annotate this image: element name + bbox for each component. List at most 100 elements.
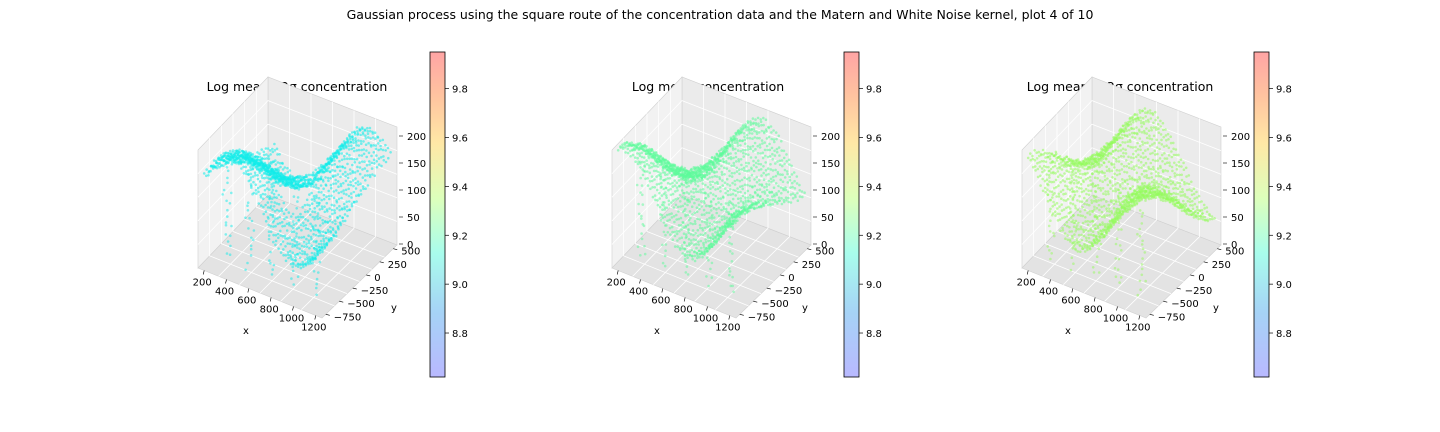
data-point bbox=[1056, 175, 1060, 178]
data-point bbox=[740, 178, 744, 182]
data-point bbox=[759, 199, 762, 202]
data-point bbox=[352, 146, 356, 150]
data-point bbox=[643, 161, 646, 164]
data-point bbox=[1047, 165, 1050, 169]
data-point bbox=[1149, 167, 1153, 171]
data-point bbox=[1052, 200, 1055, 204]
x-tick-label: 200 bbox=[193, 278, 212, 289]
data-point bbox=[749, 205, 753, 209]
data-point bbox=[757, 168, 761, 172]
data-point bbox=[1103, 174, 1107, 178]
data-point bbox=[355, 157, 359, 161]
data-point bbox=[281, 225, 284, 228]
data-point bbox=[710, 245, 713, 248]
data-point bbox=[689, 174, 693, 177]
data-point bbox=[1087, 229, 1090, 233]
data-point bbox=[1109, 187, 1112, 190]
data-point bbox=[731, 216, 735, 219]
data-point bbox=[289, 179, 293, 182]
data-point bbox=[694, 187, 698, 191]
data-point bbox=[743, 191, 747, 195]
data-point bbox=[1070, 176, 1074, 180]
data-point bbox=[251, 192, 254, 196]
z-tick-label: 0 bbox=[407, 240, 413, 251]
data-point bbox=[739, 199, 743, 203]
data-point bbox=[301, 260, 305, 264]
data-point bbox=[368, 160, 371, 163]
data-point bbox=[730, 164, 733, 168]
data-point bbox=[1112, 202, 1116, 206]
data-point bbox=[1160, 153, 1164, 157]
data-point bbox=[1146, 148, 1150, 151]
data-point bbox=[744, 196, 747, 199]
data-point bbox=[690, 197, 694, 201]
data-point bbox=[724, 207, 728, 211]
data-point bbox=[1155, 138, 1158, 142]
data-point bbox=[305, 253, 309, 256]
data-point bbox=[1146, 141, 1149, 144]
data-point bbox=[1167, 138, 1170, 141]
data-point bbox=[313, 197, 316, 200]
y-tick-label: 250 bbox=[802, 260, 821, 271]
data-point bbox=[701, 182, 705, 185]
data-point bbox=[648, 171, 652, 175]
data-point bbox=[692, 195, 696, 199]
data-point bbox=[707, 211, 711, 215]
x-tick-mark bbox=[292, 306, 294, 311]
data-point bbox=[352, 149, 356, 153]
data-point bbox=[370, 154, 373, 158]
data-point bbox=[276, 222, 280, 226]
data-point bbox=[1106, 177, 1109, 180]
data-point bbox=[252, 180, 255, 184]
data-point bbox=[681, 247, 684, 250]
data-point bbox=[1170, 155, 1174, 159]
data-point bbox=[758, 183, 761, 186]
data-point bbox=[688, 250, 691, 253]
data-point bbox=[1054, 178, 1058, 182]
data-point bbox=[291, 269, 295, 273]
data-point bbox=[1134, 117, 1137, 121]
data-point bbox=[301, 263, 305, 267]
data-point bbox=[798, 195, 802, 198]
data-point bbox=[303, 210, 307, 214]
data-point bbox=[323, 210, 327, 214]
data-point bbox=[1130, 167, 1134, 170]
data-point bbox=[1184, 202, 1187, 206]
data-point bbox=[1142, 193, 1145, 197]
data-point bbox=[682, 174, 686, 178]
data-point bbox=[632, 147, 636, 150]
data-point bbox=[681, 220, 684, 224]
data-point bbox=[714, 158, 717, 162]
data-point bbox=[308, 246, 311, 250]
data-point bbox=[676, 245, 679, 248]
data-point bbox=[314, 176, 318, 179]
data-point bbox=[717, 206, 721, 210]
data-point bbox=[1081, 247, 1084, 250]
data-point bbox=[672, 170, 675, 174]
data-point bbox=[1098, 165, 1101, 169]
data-point bbox=[787, 196, 790, 200]
data-point bbox=[1073, 221, 1077, 225]
data-point bbox=[712, 243, 715, 246]
data-point bbox=[273, 142, 276, 146]
data-point bbox=[327, 166, 330, 169]
data-point bbox=[1162, 128, 1165, 132]
data-point bbox=[318, 216, 322, 220]
data-point bbox=[1129, 145, 1132, 149]
data-point bbox=[1143, 141, 1147, 145]
data-point bbox=[223, 154, 227, 158]
data-point bbox=[1049, 257, 1052, 261]
data-point bbox=[781, 173, 784, 176]
data-point bbox=[312, 240, 316, 243]
data-point bbox=[317, 179, 320, 182]
data-point bbox=[1048, 180, 1051, 183]
data-point bbox=[777, 190, 781, 193]
data-point bbox=[1213, 217, 1216, 220]
data-point bbox=[764, 169, 768, 172]
data-point bbox=[374, 144, 378, 147]
data-point bbox=[322, 170, 325, 174]
data-point bbox=[1096, 224, 1100, 228]
data-point bbox=[283, 234, 287, 238]
data-point bbox=[1149, 111, 1152, 115]
data-point bbox=[1097, 230, 1100, 234]
